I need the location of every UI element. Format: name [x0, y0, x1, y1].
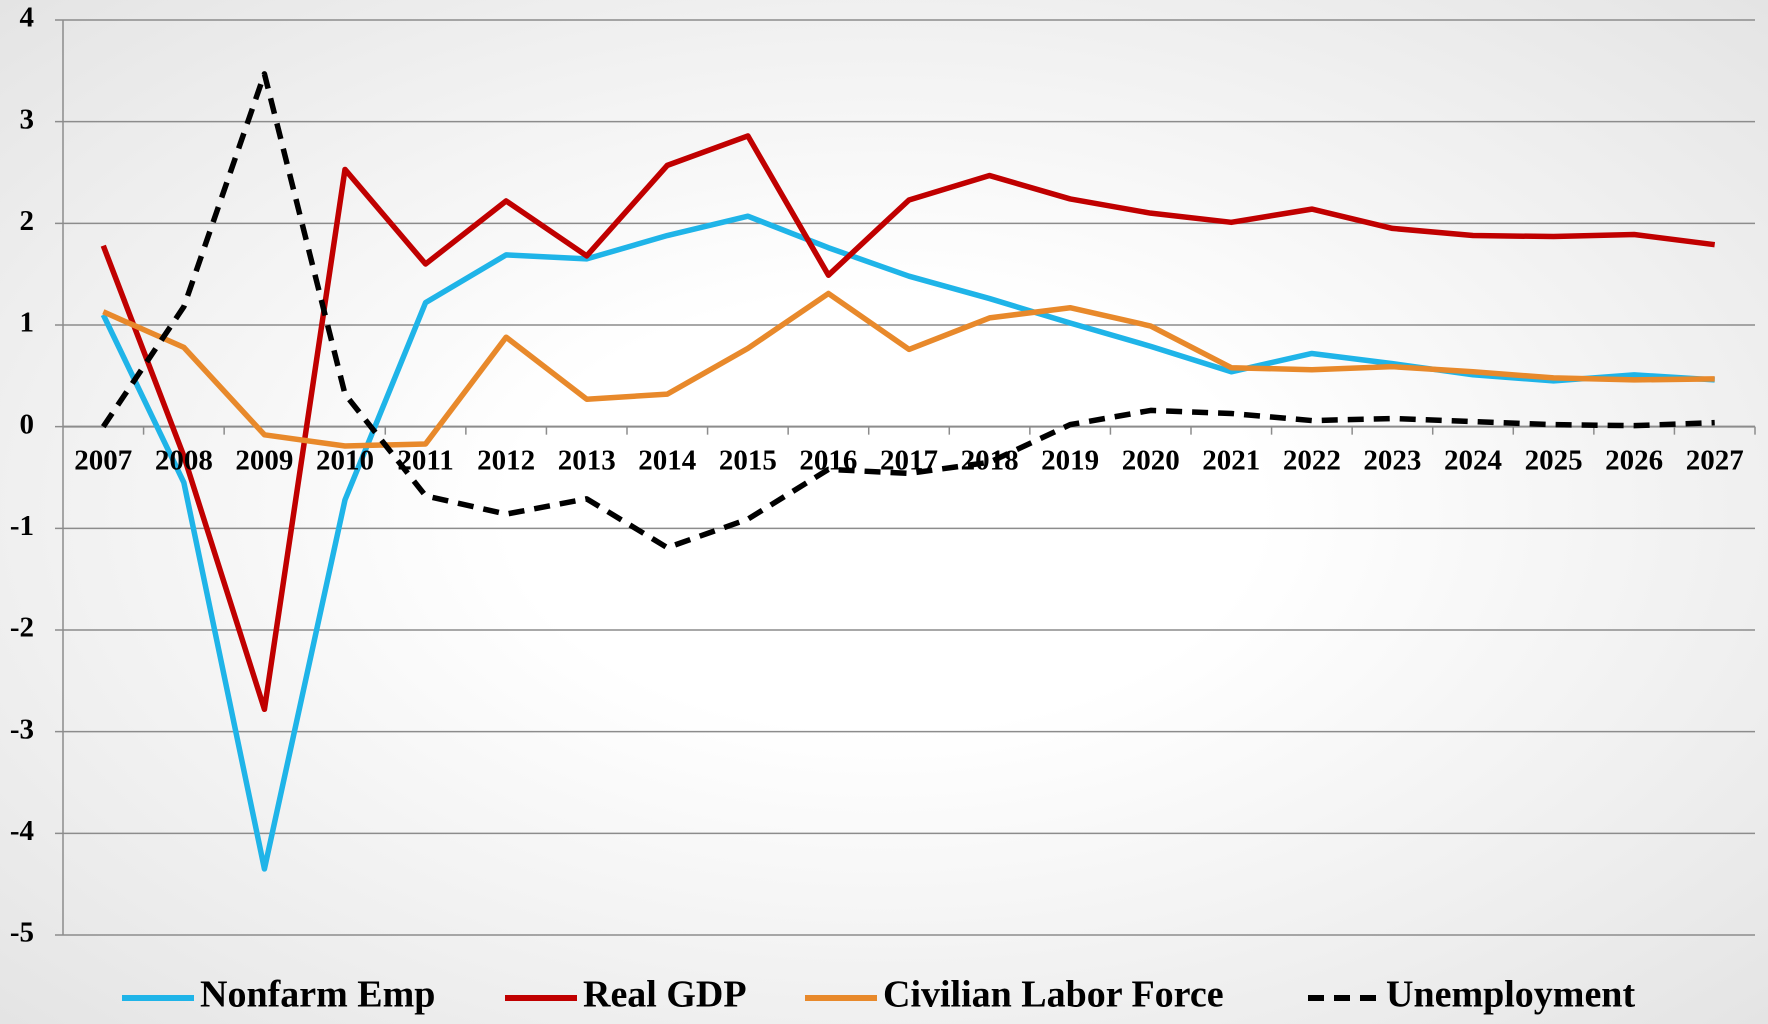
x-tick-label: 2022 [1283, 444, 1341, 476]
x-tick-label: 2007 [74, 444, 132, 476]
series-line [101, 71, 1715, 551]
legend-label: Unemployment [1386, 974, 1635, 1016]
y-tick-label: -5 [10, 917, 34, 949]
y-tick-label: -3 [10, 713, 34, 745]
y-tick-label: 4 [20, 2, 35, 34]
y-tick-label: 3 [20, 103, 35, 135]
x-tick-label: 2019 [1041, 444, 1099, 476]
y-tick-label: 0 [20, 408, 35, 440]
legend-label: Civilian Labor Force [883, 974, 1224, 1016]
y-tick-label: 1 [20, 307, 35, 339]
x-tick-label: 2024 [1444, 444, 1502, 476]
x-tick-label: 2015 [719, 444, 777, 476]
x-tick-label: 2018 [961, 444, 1019, 476]
x-tick-label: 2023 [1363, 444, 1421, 476]
x-tick-label: 2025 [1525, 444, 1583, 476]
y-tick-label: -2 [10, 612, 34, 644]
legend-label: Real GDP [583, 974, 747, 1016]
x-tick-label: 2008 [155, 444, 213, 476]
x-tick-label: 2013 [558, 444, 616, 476]
x-tick-label: 2009 [235, 444, 293, 476]
series-line [100, 213, 1715, 872]
y-tick-label: 2 [20, 205, 35, 237]
legend-label: Nonfarm Emp [200, 974, 435, 1016]
x-tick-label: 2026 [1605, 444, 1663, 476]
x-tick-label: 2014 [638, 444, 696, 476]
x-tick-label: 2010 [316, 444, 374, 476]
x-tick-label: 2021 [1202, 444, 1260, 476]
x-tick-label: 2011 [397, 444, 453, 476]
x-tick-label: 2017 [880, 444, 938, 476]
series-line [102, 290, 1715, 449]
y-tick-label: -1 [10, 510, 34, 542]
series-line [100, 133, 1716, 713]
x-tick-label: 2016 [799, 444, 857, 476]
y-tick-label: -4 [10, 815, 34, 847]
x-tick-label: 2020 [1122, 444, 1180, 476]
x-tick-label: 2027 [1686, 444, 1744, 476]
x-tick-label: 2012 [477, 444, 535, 476]
